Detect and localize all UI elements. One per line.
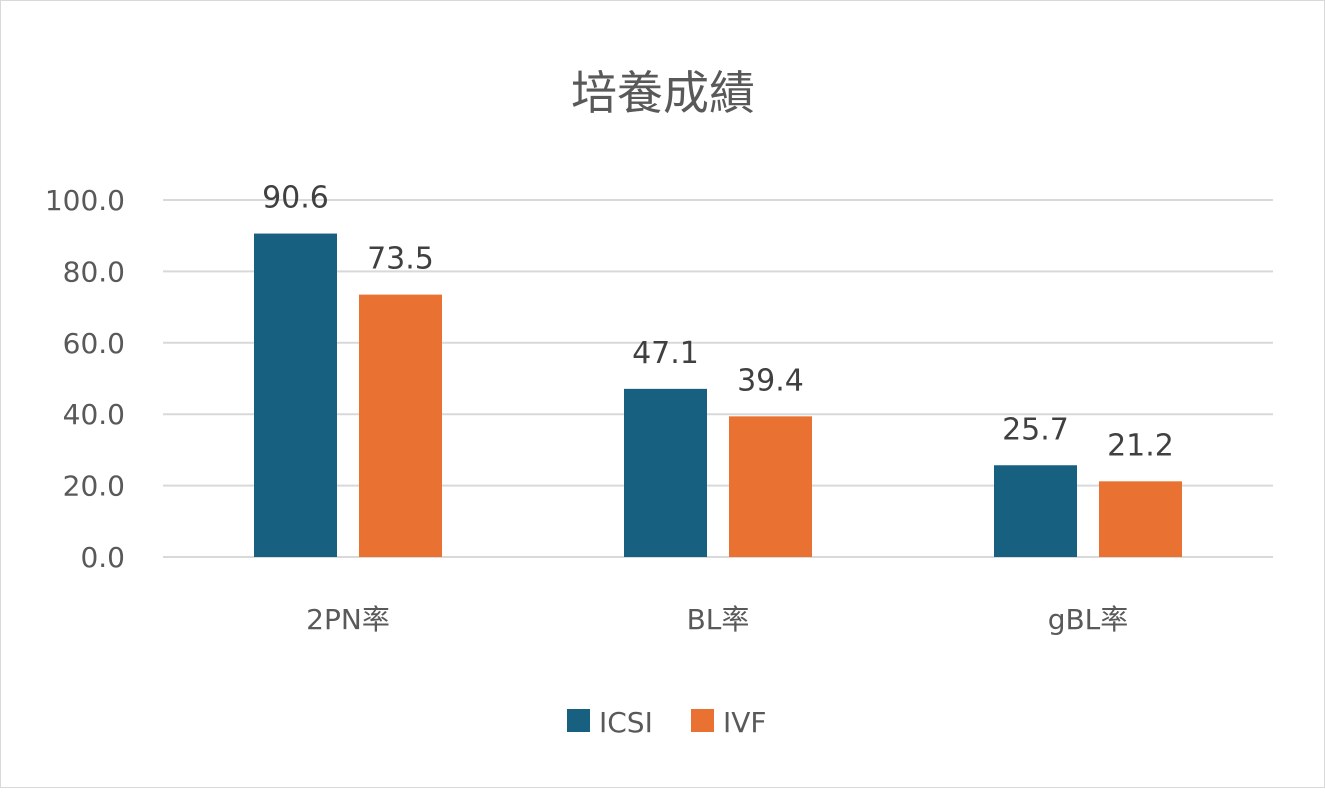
data-label: 47.1 bbox=[632, 336, 699, 371]
legend-swatch-icsi bbox=[567, 709, 590, 732]
legend-label: IVF bbox=[723, 706, 767, 739]
y-tick-label: 40.0 bbox=[63, 398, 125, 431]
x-category-label: gBL率 bbox=[1048, 603, 1129, 636]
data-label: 39.4 bbox=[737, 363, 804, 398]
y-tick-label: 60.0 bbox=[63, 327, 125, 360]
bar-icsi-0 bbox=[254, 233, 337, 558]
bar-ivf-0 bbox=[359, 294, 442, 557]
data-label: 25.7 bbox=[1002, 412, 1069, 447]
bar-icsi-1 bbox=[624, 388, 707, 557]
data-labels: 90.6 73.5 47.1 39.4 25.7 21.2 bbox=[262, 181, 1174, 464]
data-label: 73.5 bbox=[367, 242, 434, 277]
x-category-label: 2PN率 bbox=[306, 603, 390, 636]
y-tick-label: 100.0 bbox=[45, 184, 125, 217]
bars bbox=[254, 233, 1182, 558]
y-tick-label: 0.0 bbox=[80, 541, 125, 574]
y-tick-label: 80.0 bbox=[63, 255, 125, 288]
chart-title: 培養成績 bbox=[571, 66, 755, 120]
data-label: 21.2 bbox=[1107, 428, 1174, 463]
legend: ICSI IVF bbox=[567, 706, 767, 739]
y-tick-label: 20.0 bbox=[63, 470, 125, 503]
bar-icsi-2 bbox=[994, 465, 1077, 557]
gridlines bbox=[163, 199, 1273, 558]
x-category-label: BL率 bbox=[687, 603, 750, 636]
legend-swatch-ivf bbox=[691, 709, 714, 732]
legend-label: ICSI bbox=[599, 706, 653, 739]
bar-ivf-1 bbox=[729, 416, 812, 557]
data-label: 90.6 bbox=[262, 181, 329, 216]
x-axis-categories: 2PN率 BL率 gBL率 bbox=[306, 603, 1128, 636]
y-axis-ticks: 0.0 20.0 40.0 60.0 80.0 100.0 bbox=[45, 184, 125, 574]
bar-ivf-2 bbox=[1099, 481, 1182, 557]
